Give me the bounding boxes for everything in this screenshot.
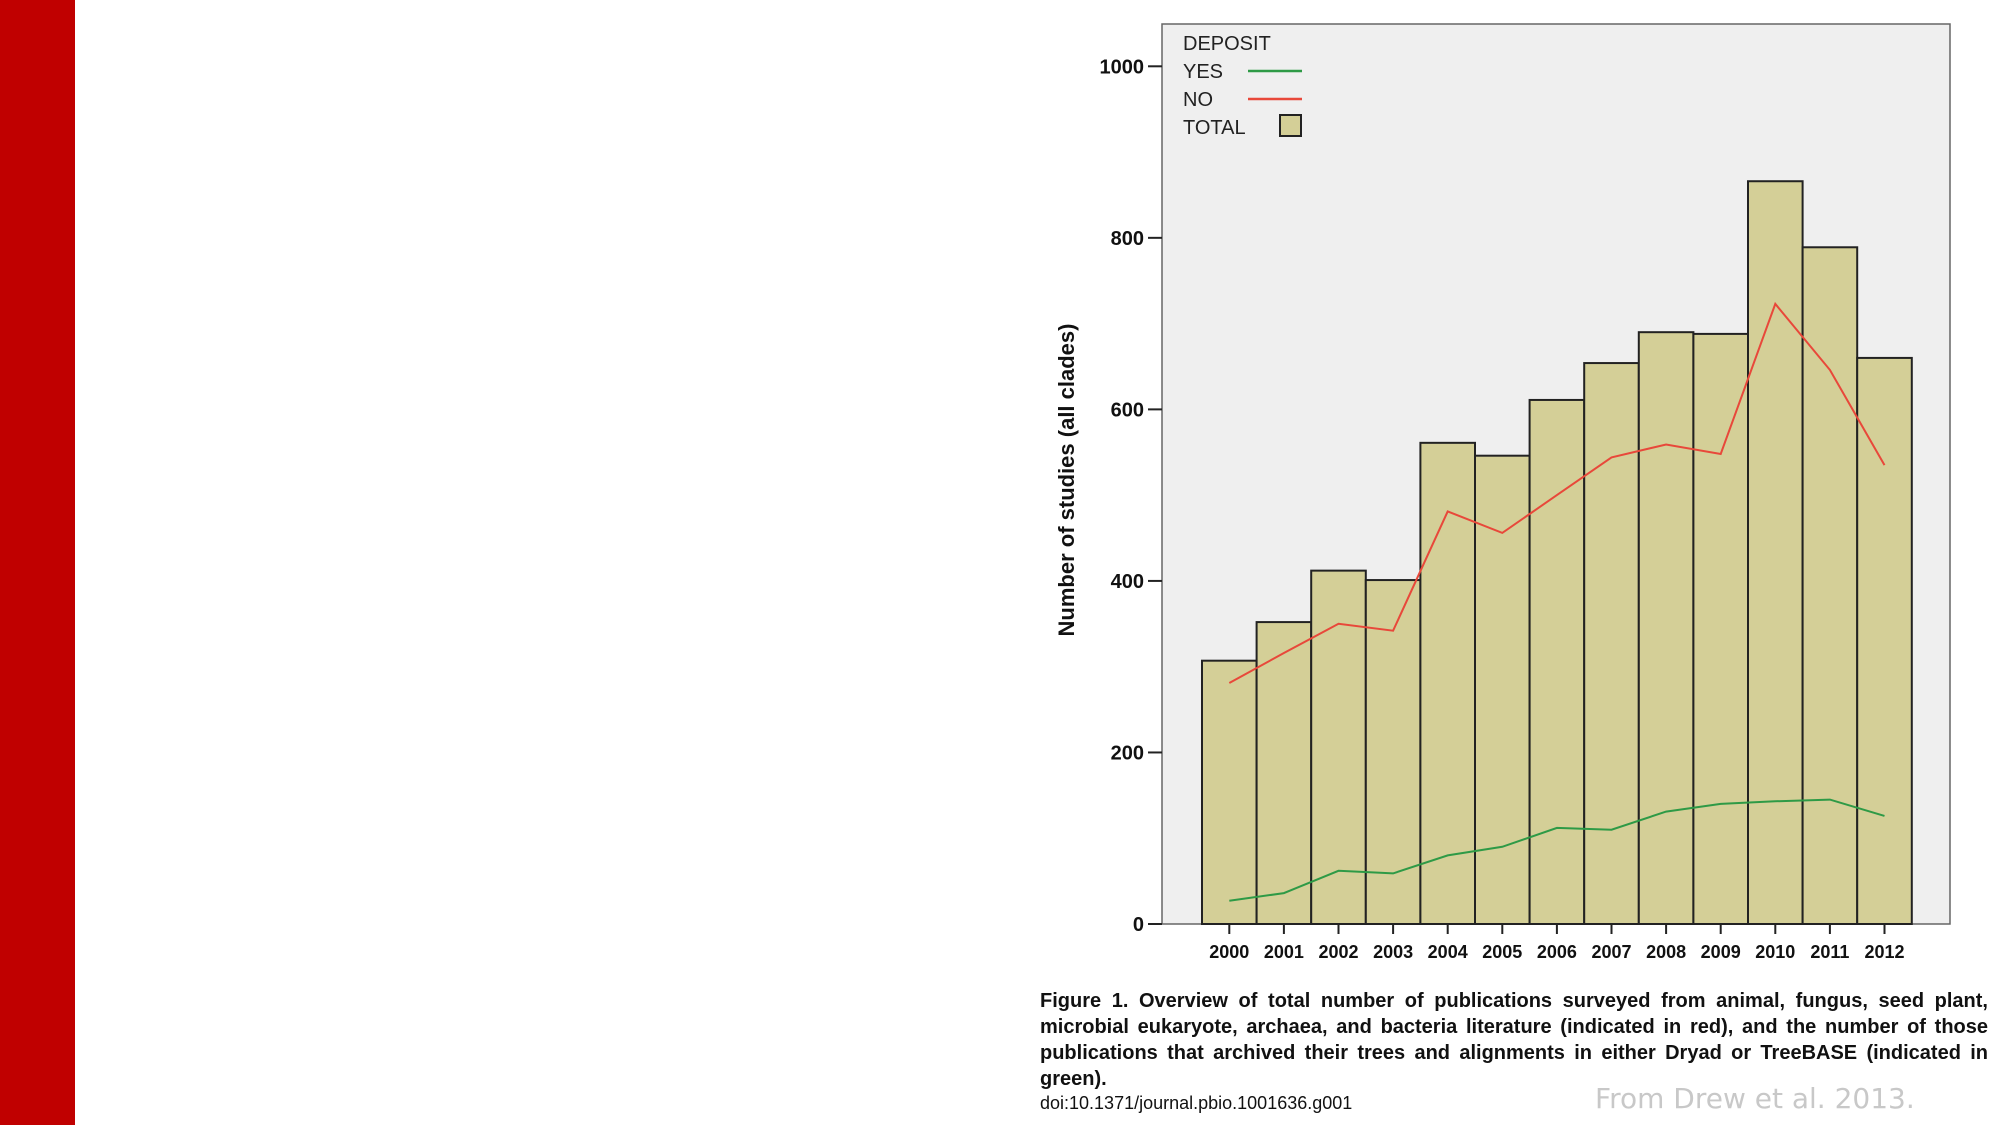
bar-2001 [1255, 621, 1313, 925]
line-no [1228, 301, 1886, 684]
legend-label-yes: YES [1183, 61, 1223, 83]
x-tick-label-2007: 2007 [1591, 942, 1631, 962]
bar-2011 [1801, 246, 1859, 925]
x-tick-label-2005: 2005 [1482, 942, 1522, 962]
y-axis-label: Number of studies (all clades) [1054, 324, 1079, 637]
x-tick-label-2003: 2003 [1373, 942, 1413, 962]
line-yes [1229, 798, 1885, 902]
y-tick-label-200: 200 [1111, 742, 1144, 764]
red-accent-bar [0, 0, 75, 1125]
x-tick-label-2004: 2004 [1428, 942, 1468, 962]
x-tick-label-2010: 2010 [1755, 942, 1795, 962]
y-tick-label-800: 800 [1111, 228, 1144, 250]
bar-2009 [1692, 332, 1750, 925]
lines-group [1228, 301, 1886, 902]
source-credit: From Drew et al. 2013. [1595, 1082, 1915, 1115]
y-tick-label-1000: 1000 [1100, 56, 1145, 78]
y-axis: 0 200 400 600 800 1000 [1100, 56, 1162, 936]
x-tick-label-2008: 2008 [1646, 942, 1686, 962]
x-tick-label-2002: 2002 [1318, 942, 1358, 962]
bar-2010 [1747, 180, 1804, 925]
bar-2008 [1637, 331, 1695, 925]
x-tick-label-2001: 2001 [1264, 942, 1304, 962]
bar-2004 [1419, 441, 1476, 925]
bar-2007 [1583, 362, 1640, 925]
x-tick-label-2012: 2012 [1864, 942, 1904, 962]
figure-doi: doi:10.1371/journal.pbio.1001636.g001 [1040, 1093, 1353, 1113]
y-tick-label-0: 0 [1133, 914, 1144, 936]
bar-2012 [1856, 356, 1913, 925]
legend-swatch-total [1279, 114, 1302, 137]
x-tick-label-2011: 2011 [1810, 942, 1849, 962]
legend-label-no: NO [1183, 89, 1213, 111]
y-tick-label-400: 400 [1111, 571, 1144, 593]
legend-label-total: TOTAL [1183, 117, 1246, 139]
y-tick-label-600: 600 [1111, 399, 1144, 421]
x-tick-label-2006: 2006 [1537, 942, 1577, 962]
legend-title: DEPOSIT [1183, 33, 1271, 55]
bar-2006 [1528, 398, 1586, 925]
x-axis: 2000 2001 2002 2003 2004 2005 2006 2007 2008 2009… [1209, 924, 1905, 962]
figure-caption: Figure 1. Overview of total number of pu… [1040, 990, 1988, 1090]
legend: DEPOSIT YES NO TOTAL [1183, 33, 1302, 139]
x-tick-label-2009: 2009 [1701, 942, 1741, 962]
bar-2000 [1201, 659, 1258, 925]
x-tick-label-2000: 2000 [1209, 942, 1249, 962]
